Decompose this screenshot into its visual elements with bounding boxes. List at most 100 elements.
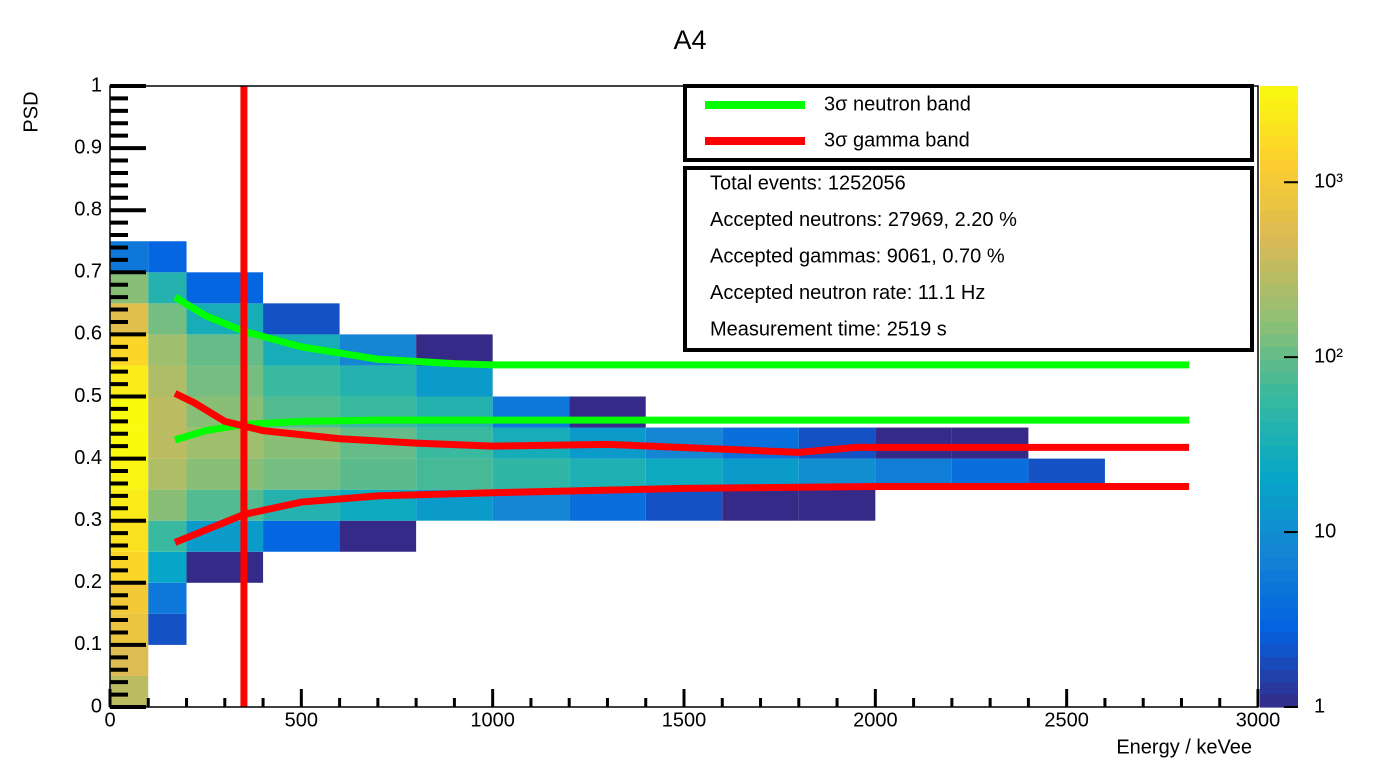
y-tick-label: 0 bbox=[91, 695, 102, 717]
heat-cell bbox=[569, 458, 646, 490]
colorbar-step bbox=[1260, 570, 1298, 584]
heat-cell bbox=[263, 458, 340, 490]
heat-cell bbox=[186, 365, 264, 397]
x-axis-label: Energy / keVee bbox=[1116, 736, 1252, 758]
heat-cell bbox=[339, 458, 417, 490]
colorbar-step bbox=[1260, 110, 1298, 124]
colorbar-step bbox=[1260, 160, 1298, 174]
colorbar-step bbox=[1260, 458, 1298, 472]
heat-cell bbox=[951, 427, 1029, 459]
heat-cell bbox=[339, 520, 417, 552]
colorbar-step bbox=[1260, 86, 1298, 100]
colorbar-step bbox=[1260, 545, 1298, 559]
z-tick-label: 10³ bbox=[1314, 171, 1343, 193]
x-tick-label: 1000 bbox=[470, 709, 515, 731]
heat-cell bbox=[148, 303, 187, 335]
colorbar-step bbox=[1260, 620, 1298, 634]
colorbar-step bbox=[1260, 185, 1298, 199]
heat-cell bbox=[492, 458, 570, 490]
stats-line: Accepted neutrons: 27969, 2.20 % bbox=[710, 209, 1017, 231]
legend-label: 3σ gamma band bbox=[824, 129, 970, 151]
colorbar-step bbox=[1260, 694, 1298, 708]
colorbar-step bbox=[1260, 210, 1298, 224]
heat-cell bbox=[875, 427, 952, 459]
band-line bbox=[173, 483, 1190, 546]
stats-line: Accepted neutron rate: 11.1 Hz bbox=[710, 282, 985, 304]
heat-cell bbox=[148, 582, 187, 614]
x-tick-label: 2000 bbox=[853, 709, 898, 731]
band-line bbox=[174, 416, 1190, 444]
legend: 3σ neutron band 3σ gamma band bbox=[705, 93, 971, 151]
heat-cell bbox=[263, 520, 340, 552]
x-tick-label: 3000 bbox=[1236, 709, 1281, 731]
colorbar-step bbox=[1260, 235, 1298, 249]
stats-line: Accepted gammas: 9061, 0.70 % bbox=[710, 245, 1005, 267]
heat-cell bbox=[645, 458, 723, 490]
stats-line: Total events: 1252056 bbox=[710, 172, 906, 194]
colorbar-step bbox=[1260, 222, 1298, 236]
heat-cell bbox=[186, 458, 264, 490]
colorbar-step bbox=[1260, 408, 1298, 422]
z-tick-label: 10² bbox=[1314, 345, 1343, 367]
z-tick-label: 10 bbox=[1314, 520, 1336, 542]
colorbar-step bbox=[1260, 607, 1298, 621]
y-tick-label: 0.2 bbox=[74, 571, 102, 593]
colorbar-step bbox=[1260, 533, 1298, 547]
colorbar-step bbox=[1260, 657, 1298, 671]
colorbar-step bbox=[1260, 446, 1298, 460]
heat-cell bbox=[148, 551, 187, 583]
heat-cell bbox=[148, 427, 187, 459]
colorbar-step bbox=[1260, 334, 1298, 348]
heat-cell bbox=[569, 489, 646, 521]
colorbar-step bbox=[1260, 495, 1298, 509]
heat-cell bbox=[148, 365, 187, 397]
y-axis-label: PSD bbox=[20, 91, 42, 132]
y-tick-label: 0.4 bbox=[74, 447, 102, 469]
colorbar-step bbox=[1260, 421, 1298, 435]
heat-cell bbox=[148, 396, 187, 428]
y-tick-label: 0.8 bbox=[74, 198, 102, 220]
colorbar-step bbox=[1260, 148, 1298, 162]
colorbar-step bbox=[1260, 197, 1298, 211]
z-tick-label: 1 bbox=[1314, 695, 1325, 717]
colorbar-step bbox=[1260, 172, 1298, 186]
heat-cell bbox=[148, 334, 187, 366]
colorbar: 1 10 10² 10³ bbox=[1260, 86, 1343, 717]
stats-box bbox=[683, 166, 1254, 352]
heat-cell bbox=[339, 365, 417, 397]
chart-title: A4 bbox=[673, 25, 706, 55]
legend-box bbox=[683, 84, 1254, 162]
colorbar-step bbox=[1260, 682, 1298, 696]
heat-cell bbox=[148, 241, 187, 273]
heat-cell bbox=[148, 520, 187, 552]
colorbar-step bbox=[1260, 632, 1298, 646]
y-tick-label: 0.9 bbox=[74, 136, 102, 158]
band-line bbox=[173, 390, 1190, 456]
colorbar-step bbox=[1260, 259, 1298, 273]
y-tick-label: 0.3 bbox=[74, 509, 102, 531]
stats-line: Measurement time: 2519 s bbox=[710, 318, 947, 340]
heat-cell bbox=[186, 334, 264, 366]
colorbar-step bbox=[1260, 247, 1298, 261]
colorbar-step bbox=[1260, 371, 1298, 385]
colorbar-step bbox=[1260, 284, 1298, 298]
y-tick-label: 0.7 bbox=[74, 261, 102, 283]
colorbar-step bbox=[1260, 396, 1298, 410]
heat-cell bbox=[645, 489, 723, 521]
legend-label: 3σ neutron band bbox=[824, 93, 971, 115]
heat-cell bbox=[263, 303, 340, 335]
colorbar-step bbox=[1260, 321, 1298, 335]
colorbar-step bbox=[1260, 520, 1298, 534]
x-tick-label: 1500 bbox=[662, 709, 707, 731]
colorbar-step bbox=[1260, 644, 1298, 658]
colorbar-step bbox=[1260, 98, 1298, 112]
colorbar-step bbox=[1260, 595, 1298, 609]
colorbar-step bbox=[1260, 669, 1298, 683]
colorbar-step bbox=[1260, 359, 1298, 373]
colorbar-step bbox=[1260, 557, 1298, 571]
heat-cell bbox=[186, 551, 264, 583]
heat-cell bbox=[263, 365, 340, 397]
y-tick-label: 0.5 bbox=[74, 385, 102, 407]
axes: 0 500 1000 1500 2000 2500 3000 0 0.1 0.2 0.3 0.4 0.5… bbox=[74, 74, 1280, 731]
